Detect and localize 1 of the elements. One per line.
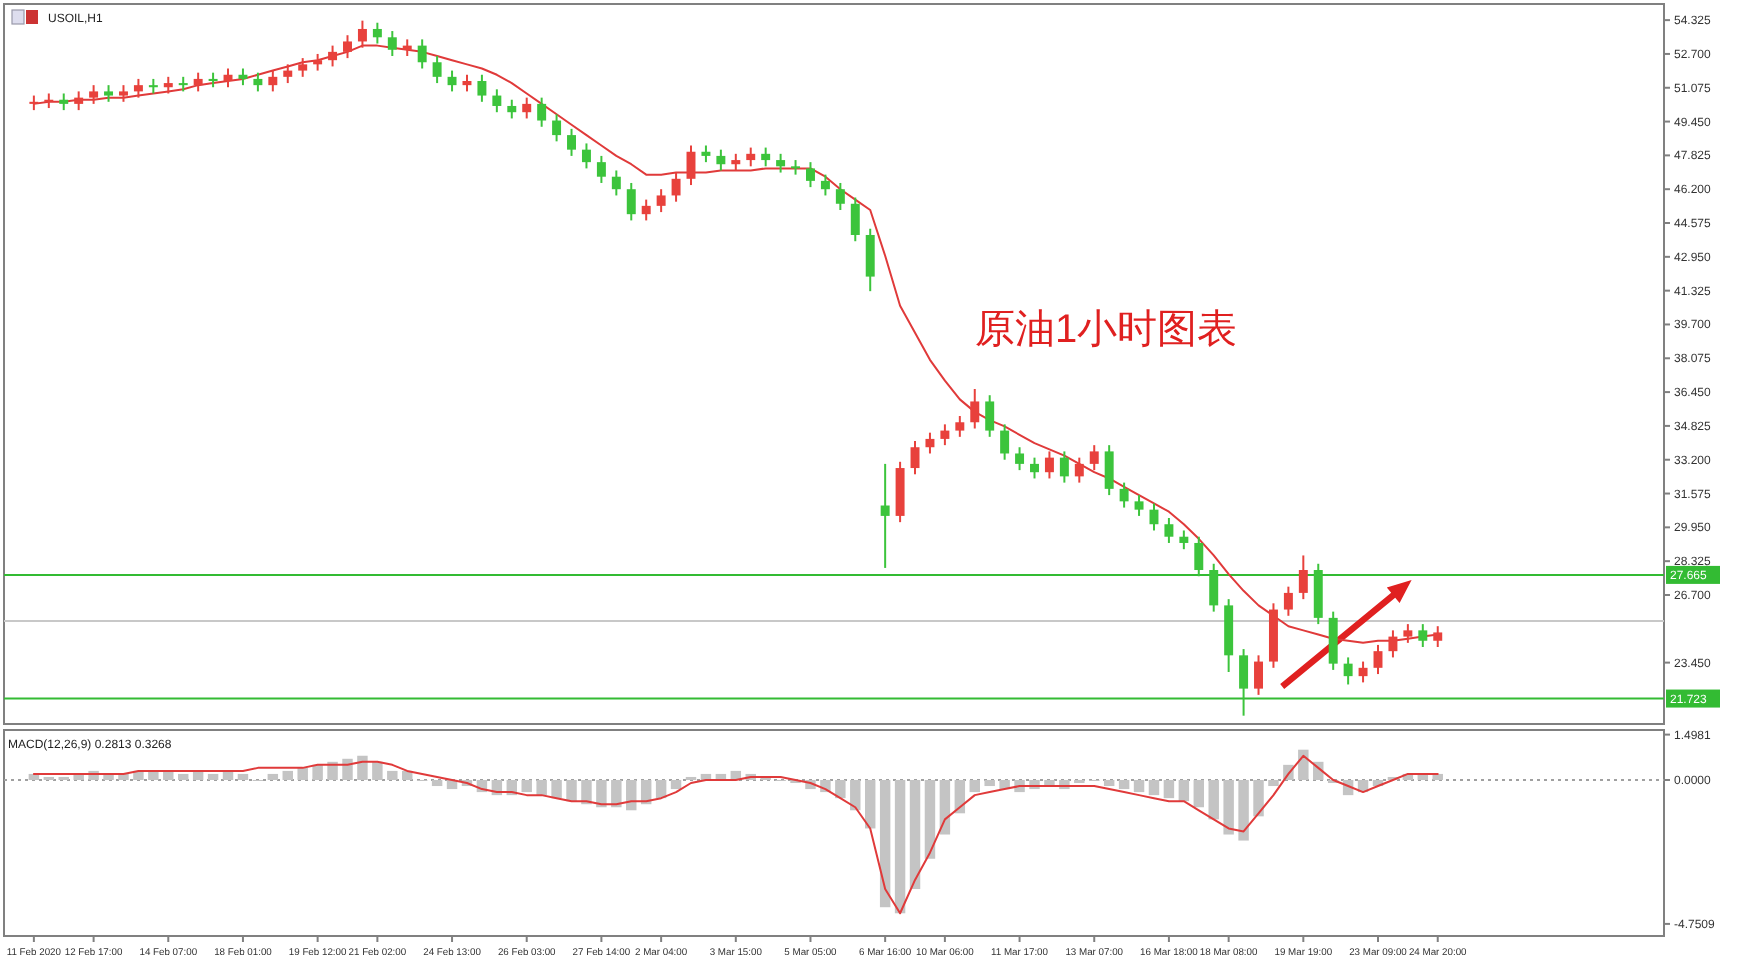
annotation: 原油1小时图表: [975, 308, 1238, 353]
